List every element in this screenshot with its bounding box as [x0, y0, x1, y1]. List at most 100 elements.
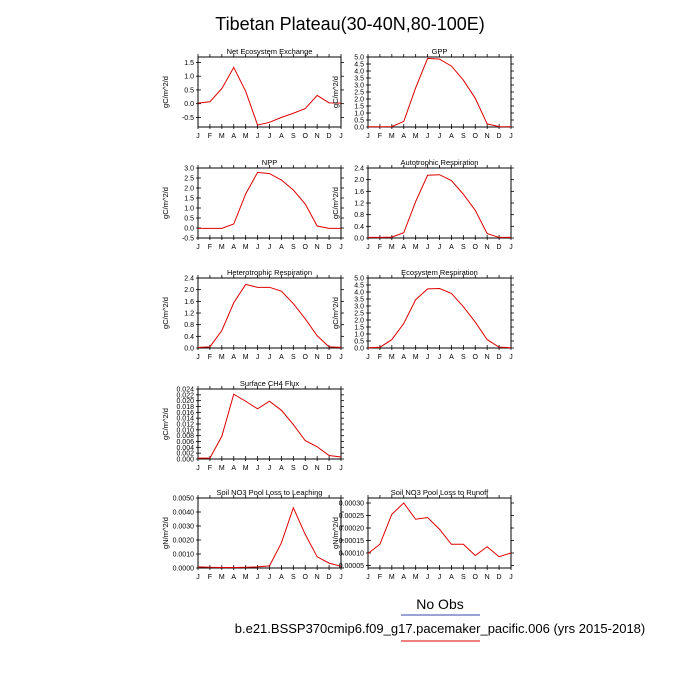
- y-axis-label: gC/m^2/d: [331, 297, 340, 329]
- x-tick-label: N: [315, 133, 320, 140]
- x-tick-label: N: [315, 244, 320, 251]
- y-tick-label: 0.00005: [339, 563, 364, 570]
- x-tick-label: M: [243, 244, 249, 251]
- y-tick-label: 0.0: [184, 226, 194, 233]
- y-tick-label: 0.008: [176, 433, 194, 440]
- panel-title: Autotrophic Respiration: [401, 158, 479, 167]
- y-tick-label: 0.0000: [173, 566, 195, 573]
- x-tick-label: M: [243, 465, 249, 472]
- series-line: [197, 283, 342, 348]
- x-tick-label: J: [256, 244, 260, 251]
- x-tick-label: M: [413, 133, 419, 140]
- x-tick-label: O: [473, 133, 479, 140]
- y-axis-label: gC/m^2/d: [161, 408, 170, 440]
- x-tick-label: J: [366, 354, 370, 361]
- y-tick-label: 3.0: [354, 304, 364, 311]
- y-tick-label: 5.0: [354, 276, 364, 283]
- x-tick-label: J: [256, 465, 260, 472]
- legend-case-label: b.e21.BSSP370cmip6.f09_g17.pacemaker_pac…: [235, 621, 645, 636]
- y-tick-label: 2.0: [354, 97, 364, 104]
- y-tick-label: 2.4: [354, 166, 364, 173]
- x-tick-label: J: [268, 574, 272, 581]
- x-tick-label: S: [291, 133, 296, 140]
- x-tick-label: M: [219, 354, 225, 361]
- y-tick-label: 2.0: [184, 287, 194, 294]
- y-tick-label: 3.0: [184, 166, 194, 173]
- y-tick-label: 1.0: [184, 74, 194, 81]
- x-tick-label: M: [219, 465, 225, 472]
- x-tick-label: D: [327, 574, 332, 581]
- y-tick-label: 1.0: [184, 206, 194, 213]
- y-tick-label: -0.5: [182, 115, 194, 122]
- x-tick-label: N: [485, 244, 490, 251]
- x-tick-label: M: [413, 244, 419, 251]
- panel-title: Soil NO3 Pool Loss to Leaching: [217, 488, 323, 497]
- x-tick-label: J: [509, 574, 513, 581]
- y-tick-label: 0.00010: [339, 551, 364, 558]
- panel-title: Soil NO3 Pool Loss to Runoff: [391, 488, 489, 497]
- y-tick-label: 0.0050: [173, 496, 195, 503]
- y-tick-label: 1.0: [354, 332, 364, 339]
- x-tick-label: J: [339, 465, 343, 472]
- x-tick-label: D: [497, 354, 502, 361]
- y-axis-label: gN/m^2/d: [161, 517, 170, 549]
- x-tick-label: J: [268, 465, 272, 472]
- y-tick-label: 0.4: [354, 224, 364, 231]
- x-tick-label: M: [243, 354, 249, 361]
- x-tick-label: J: [366, 244, 370, 251]
- y-tick-label: 0.0030: [173, 524, 195, 531]
- y-tick-label: 1.2: [184, 311, 194, 318]
- x-tick-label: F: [208, 354, 212, 361]
- x-tick-label: D: [497, 574, 502, 581]
- x-tick-label: J: [426, 354, 430, 361]
- x-tick-label: S: [291, 354, 296, 361]
- y-tick-label: 2.0: [184, 186, 194, 193]
- x-tick-label: N: [485, 574, 490, 581]
- x-tick-label: J: [366, 574, 370, 581]
- x-tick-label: A: [231, 244, 236, 251]
- series-line: [368, 174, 511, 238]
- x-tick-label: O: [473, 574, 479, 581]
- x-tick-label: J: [196, 354, 200, 361]
- y-tick-label: 4.0: [354, 290, 364, 297]
- y-tick-label: 4.0: [354, 69, 364, 76]
- series-line: [367, 502, 512, 558]
- x-tick-label: J: [438, 574, 442, 581]
- y-tick-label: 0.0: [184, 346, 194, 353]
- x-tick-label: J: [339, 244, 343, 251]
- y-tick-label: 2.5: [184, 176, 194, 183]
- x-tick-label: A: [231, 574, 236, 581]
- y-tick-label: 0.8: [354, 212, 364, 219]
- x-tick-label: M: [243, 133, 249, 140]
- x-tick-label: M: [219, 133, 225, 140]
- x-tick-label: F: [208, 244, 212, 251]
- panel-title: Ecosystem Respiration: [401, 268, 478, 277]
- x-tick-label: J: [196, 465, 200, 472]
- x-tick-label: J: [196, 133, 200, 140]
- y-tick-label: 0.00015: [339, 538, 364, 545]
- y-tick-label: 0.0: [354, 346, 364, 353]
- y-tick-label: 1.6: [354, 189, 364, 196]
- x-tick-label: O: [303, 354, 309, 361]
- y-tick-label: 0.004: [176, 445, 194, 452]
- x-tick-label: J: [256, 574, 260, 581]
- x-tick-label: M: [219, 574, 225, 581]
- x-tick-label: N: [485, 133, 490, 140]
- x-tick-label: J: [268, 133, 272, 140]
- x-tick-label: J: [438, 133, 442, 140]
- x-tick-label: D: [327, 354, 332, 361]
- x-tick-label: J: [339, 574, 343, 581]
- x-tick-label: N: [315, 574, 320, 581]
- x-tick-label: J: [256, 133, 260, 140]
- x-tick-label: J: [196, 244, 200, 251]
- x-tick-label: A: [231, 133, 236, 140]
- y-tick-label: 0.022: [176, 392, 194, 399]
- x-tick-label: A: [279, 354, 284, 361]
- plot-frame: [367, 56, 512, 128]
- x-tick-label: J: [339, 133, 343, 140]
- y-axis-label: gC/m^2/d: [161, 187, 170, 219]
- x-tick-label: D: [497, 244, 502, 251]
- series-line: [368, 57, 512, 128]
- y-tick-label: 2.5: [354, 311, 364, 318]
